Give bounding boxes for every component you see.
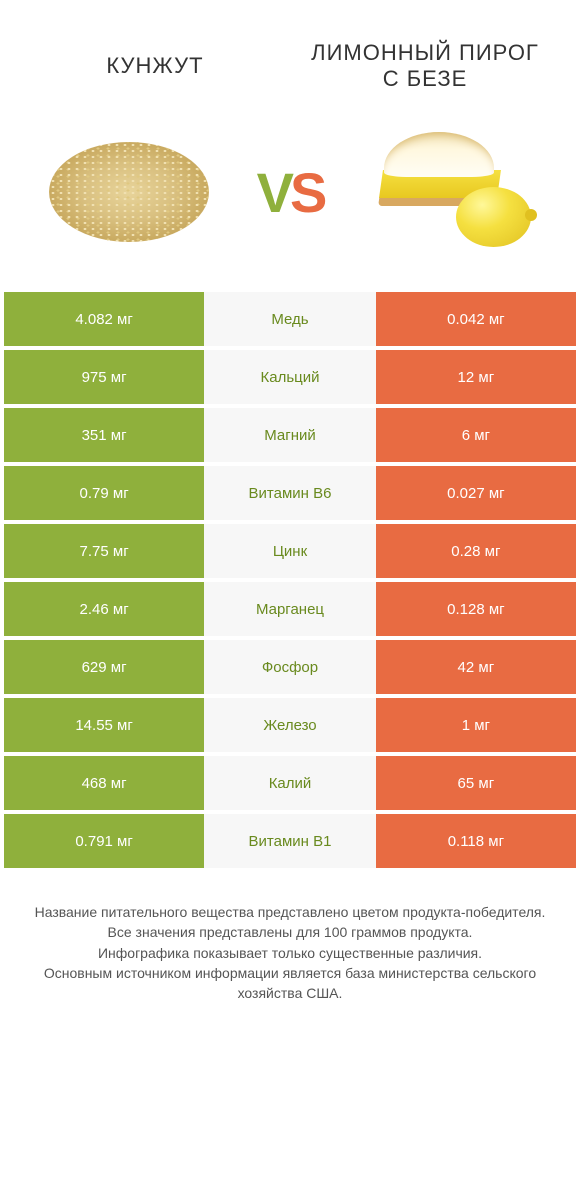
left-value-cell: 4.082 мг [4,292,204,346]
nutrient-table: 4.082 мгМедь0.042 мг975 мгКальций12 мг35… [0,292,580,868]
right-value-cell: 42 мг [376,640,576,694]
footer-line: Название питательного вещества представл… [30,902,550,922]
footer-notes: Название питательного вещества представл… [0,872,580,1003]
left-food-image [39,122,219,262]
footer-line: Инфографика показывает только существенн… [30,943,550,963]
left-value-cell: 7.75 мг [4,524,204,578]
left-value-cell: 0.791 мг [4,814,204,868]
table-row: 0.79 мгВитамин B60.027 мг [4,466,576,520]
nutrient-label-cell: Витамин B6 [204,466,376,520]
nutrient-label-cell: Медь [204,292,376,346]
nutrient-label-cell: Магний [204,408,376,462]
vs-s: S [290,161,323,224]
table-row: 0.791 мгВитамин B10.118 мг [4,814,576,868]
nutrient-label-cell: Цинк [204,524,376,578]
vs-label: VS [257,160,324,225]
table-row: 975 мгКальций12 мг [4,350,576,404]
right-value-cell: 12 мг [376,350,576,404]
left-value-cell: 975 мг [4,350,204,404]
right-value-cell: 0.118 мг [376,814,576,868]
table-row: 4.082 мгМедь0.042 мг [4,292,576,346]
left-value-cell: 0.79 мг [4,466,204,520]
table-row: 629 мгФосфор42 мг [4,640,576,694]
table-row: 468 мгКалий65 мг [4,756,576,810]
right-value-cell: 0.128 мг [376,582,576,636]
right-value-cell: 1 мг [376,698,576,752]
table-row: 7.75 мгЦинк0.28 мг [4,524,576,578]
nutrient-label-cell: Железо [204,698,376,752]
nutrient-label-cell: Кальций [204,350,376,404]
table-row: 2.46 мгМарганец0.128 мг [4,582,576,636]
right-food-title: ЛИМОННЫЙ ПИРОГ С БЕЗЕ [304,40,547,92]
footer-line: Все значения представлены для 100 граммо… [30,922,550,942]
left-food-title: КУНЖУТ [34,53,277,79]
left-value-cell: 14.55 мг [4,698,204,752]
nutrient-label-cell: Калий [204,756,376,810]
table-row: 14.55 мгЖелезо1 мг [4,698,576,752]
left-value-cell: 629 мг [4,640,204,694]
vs-v: V [257,161,290,224]
left-value-cell: 468 мг [4,756,204,810]
right-value-cell: 65 мг [376,756,576,810]
lemon-pie-icon [366,127,536,257]
left-value-cell: 2.46 мг [4,582,204,636]
nutrient-label-cell: Фосфор [204,640,376,694]
right-value-cell: 0.042 мг [376,292,576,346]
right-value-cell: 0.027 мг [376,466,576,520]
right-value-cell: 0.28 мг [376,524,576,578]
right-food-image [361,122,541,262]
nutrient-label-cell: Витамин B1 [204,814,376,868]
header: КУНЖУТ ЛИМОННЫЙ ПИРОГ С БЕЗЕ [0,0,580,112]
left-value-cell: 351 мг [4,408,204,462]
footer-line: Основным источником информации является … [30,963,550,1004]
images-row: VS [0,112,580,292]
sesame-icon [49,142,209,242]
table-row: 351 мгМагний6 мг [4,408,576,462]
nutrient-label-cell: Марганец [204,582,376,636]
right-value-cell: 6 мг [376,408,576,462]
